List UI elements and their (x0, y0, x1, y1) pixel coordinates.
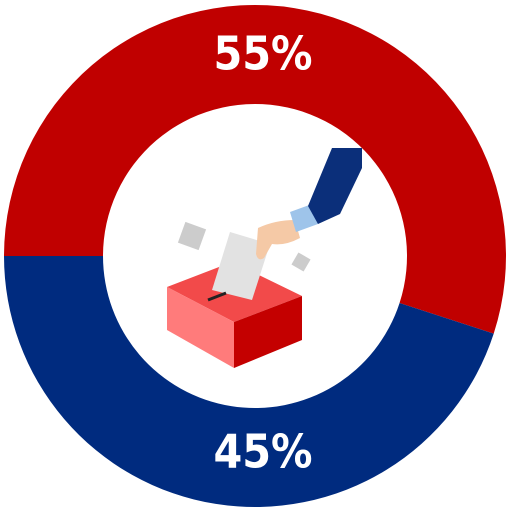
paper-icon (291, 252, 311, 272)
ballot-paper (212, 232, 270, 300)
hand (256, 220, 300, 260)
slice (4, 256, 494, 508)
box-left (167, 287, 234, 368)
donut (4, 5, 506, 508)
paper-icon (177, 221, 207, 251)
box-right (234, 296, 302, 368)
box-slot (207, 291, 227, 302)
ballot-illustration (167, 148, 362, 368)
slice-label: 45% (213, 425, 312, 479)
sleeve (308, 148, 362, 224)
slice-label: 55% (213, 26, 312, 80)
slice (4, 5, 506, 334)
